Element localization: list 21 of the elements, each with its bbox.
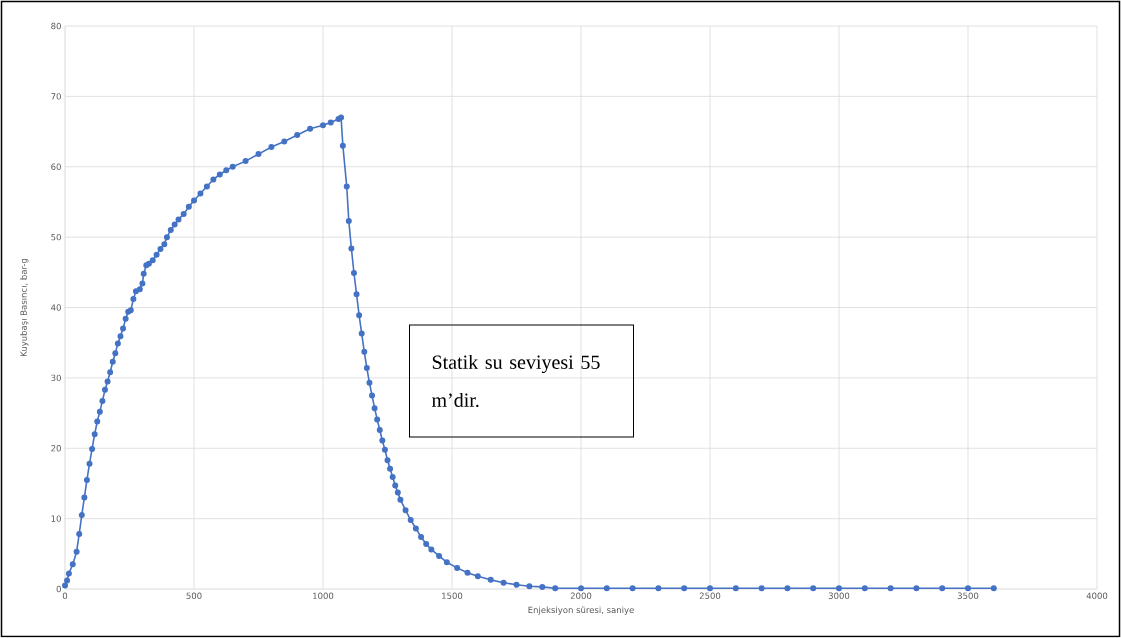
x-tick-label: 2000 <box>570 592 592 599</box>
y-tick-label: 20 <box>51 445 61 452</box>
annotation: Statik su seviyesi 55 m’dir. <box>431 354 600 408</box>
x-tick-label: 1500 <box>442 592 463 599</box>
y-tick-label: 80 <box>51 22 61 30</box>
x-tick-label: 1000 <box>313 592 334 599</box>
y-tick-label: 50 <box>51 233 61 241</box>
y-tick-label: 30 <box>51 374 61 382</box>
y-tick-label: 70 <box>51 93 61 100</box>
x-tick-label: 0 <box>62 592 68 599</box>
y-tick-label: 0 <box>56 585 61 593</box>
x-axis-title: Enjeksiyon süresi, saniye <box>528 606 634 615</box>
y-axis-title: Kuyubaşı Basıncı, bar-g <box>20 258 29 357</box>
x-tick-label: 500 <box>186 592 202 599</box>
x-tick-label: 3500 <box>957 592 979 599</box>
y-tick-label: 60 <box>51 163 61 170</box>
y-tick-label: 10 <box>51 515 61 522</box>
x-tick-label: 4000 <box>1086 592 1108 599</box>
x-tick-label: 2500 <box>699 592 721 599</box>
x-tick-label: 3000 <box>828 592 850 599</box>
y-tick-label: 40 <box>51 304 61 311</box>
